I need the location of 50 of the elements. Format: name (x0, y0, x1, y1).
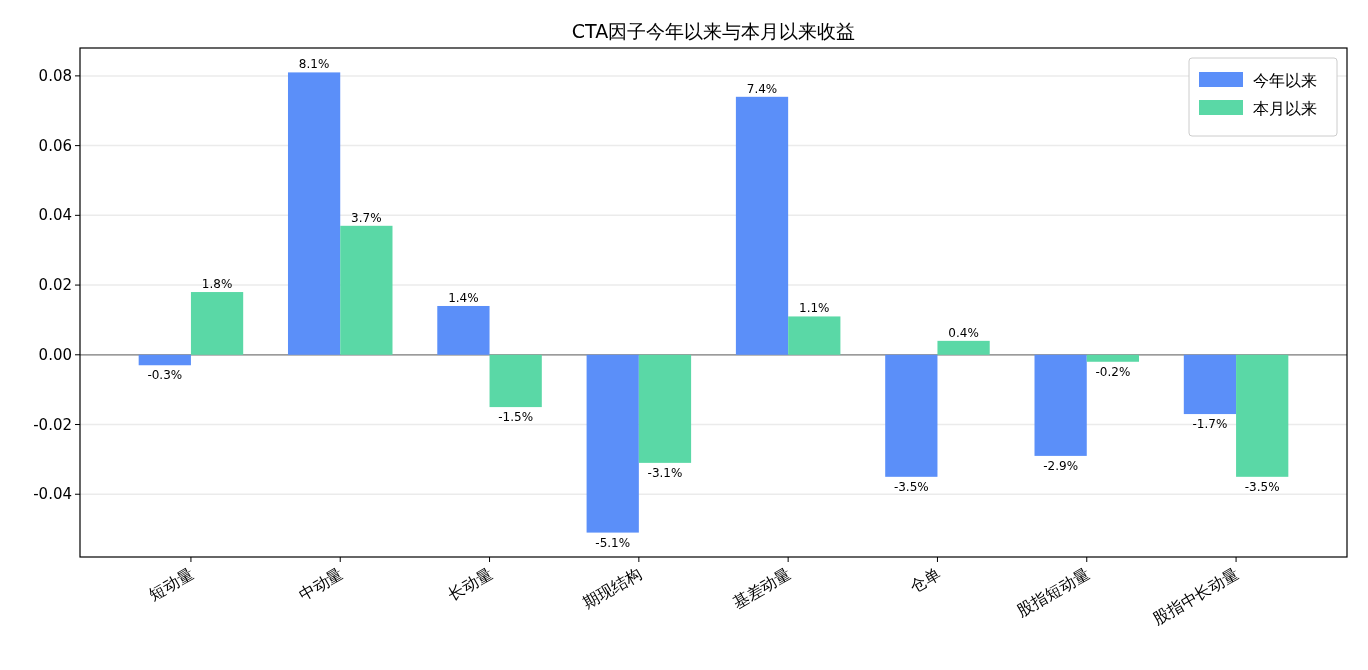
y-tick-label: 0.00 (38, 345, 72, 364)
y-tick-label: -0.02 (33, 415, 72, 434)
data-label: -1.5% (498, 410, 534, 425)
bar (1086, 354, 1140, 362)
data-label: -5.1% (595, 535, 631, 550)
bar (437, 305, 490, 355)
bar (138, 354, 191, 366)
bar (1236, 354, 1289, 477)
legend-label: 今年以来 (1253, 71, 1317, 90)
y-tick-label: -0.04 (33, 485, 72, 504)
data-label: 1.1% (799, 301, 830, 316)
data-label: 1.4% (448, 290, 479, 305)
data-label: -0.3% (147, 368, 183, 383)
x-tick-label: 长动量 (444, 564, 496, 605)
y-tick-label: 0.08 (38, 66, 72, 85)
bar (788, 316, 841, 355)
data-label: 3.7% (351, 210, 382, 225)
x-tick-label: 期现结构 (579, 564, 645, 613)
data-label: 8.1% (298, 57, 330, 72)
y-tick-label: 0.02 (38, 276, 72, 295)
bar (638, 354, 692, 463)
x-tick-label: 仓单 (906, 564, 944, 597)
x-tick-label: 短动量 (145, 564, 197, 605)
bar (885, 354, 938, 477)
x-tick-label: 中动量 (295, 564, 347, 605)
bar (937, 340, 990, 355)
x-tick-label: 股指中长动量 (1149, 564, 1243, 629)
x-tick-label: 基差动量 (729, 564, 795, 613)
bar (735, 96, 789, 355)
bar (1183, 354, 1237, 415)
bar (586, 354, 639, 533)
data-label: -3.5% (893, 479, 929, 494)
data-label: -0.2% (1095, 364, 1131, 379)
data-label: -3.1% (647, 465, 683, 480)
bar (1034, 354, 1087, 456)
data-label: 0.4% (948, 325, 979, 340)
bar (287, 72, 341, 355)
bar (340, 225, 393, 355)
legend-label: 本月以来 (1253, 99, 1317, 118)
x-tick-label: 股指短动量 (1013, 564, 1093, 621)
data-label: -1.7% (1192, 417, 1228, 432)
data-label: -2.9% (1043, 458, 1079, 473)
bar (489, 354, 542, 408)
bar (190, 292, 244, 355)
data-label: 7.4% (746, 81, 778, 96)
chart-title: CTA因子今年以来与本月以来收益 (571, 20, 856, 42)
data-label: 1.8% (201, 277, 233, 292)
data-label: -3.5% (1244, 479, 1280, 494)
y-tick-label: 0.06 (38, 136, 72, 155)
y-tick-label: 0.04 (38, 206, 72, 225)
